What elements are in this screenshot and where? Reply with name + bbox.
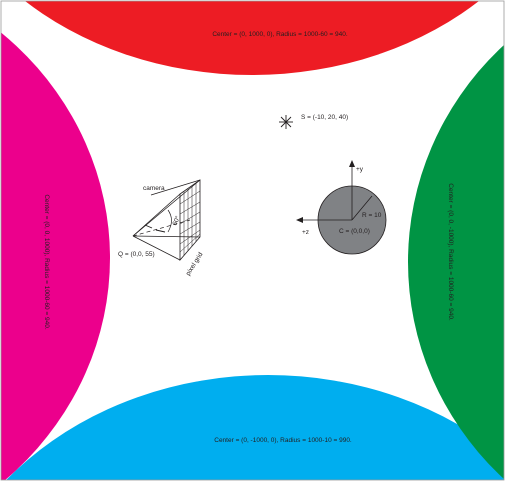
camera-view-axis [132,209,191,237]
right-sphere-label: Center = (0, 0, -1000), Radius = 1000-60… [447,183,454,321]
camera-angle-label: 60° [171,214,183,227]
pixel-grid [179,182,201,256]
camera-position-label: Q = (0,0, 55) [118,251,155,258]
camera-title-label: camera [143,185,165,192]
top-sphere [25,1,479,75]
bottom-sphere [6,375,504,480]
sphere-radius-label: R = 10 [362,212,382,219]
left-sphere-label: Center = (0, 0, 1000), Radius = 1000-60 … [43,194,50,330]
top-sphere-label: Center = (0, 1000, 0), Radius = 1000-60 … [212,31,348,38]
light-source-icon [279,115,293,129]
bottom-sphere-label: Center = (0, -1000, 0), Radius = 1000-10… [214,437,352,444]
center-sphere-axes [296,160,373,223]
left-sphere [1,32,110,480]
z-axis-label: +z [302,229,309,236]
right-sphere [408,44,504,480]
camera-frustum [132,179,201,262]
light-source-label: S = (-10, 20, 40) [301,114,348,121]
sphere-center-label: C = (0,0,0) [339,228,370,235]
y-axis-label: +y [356,166,364,173]
